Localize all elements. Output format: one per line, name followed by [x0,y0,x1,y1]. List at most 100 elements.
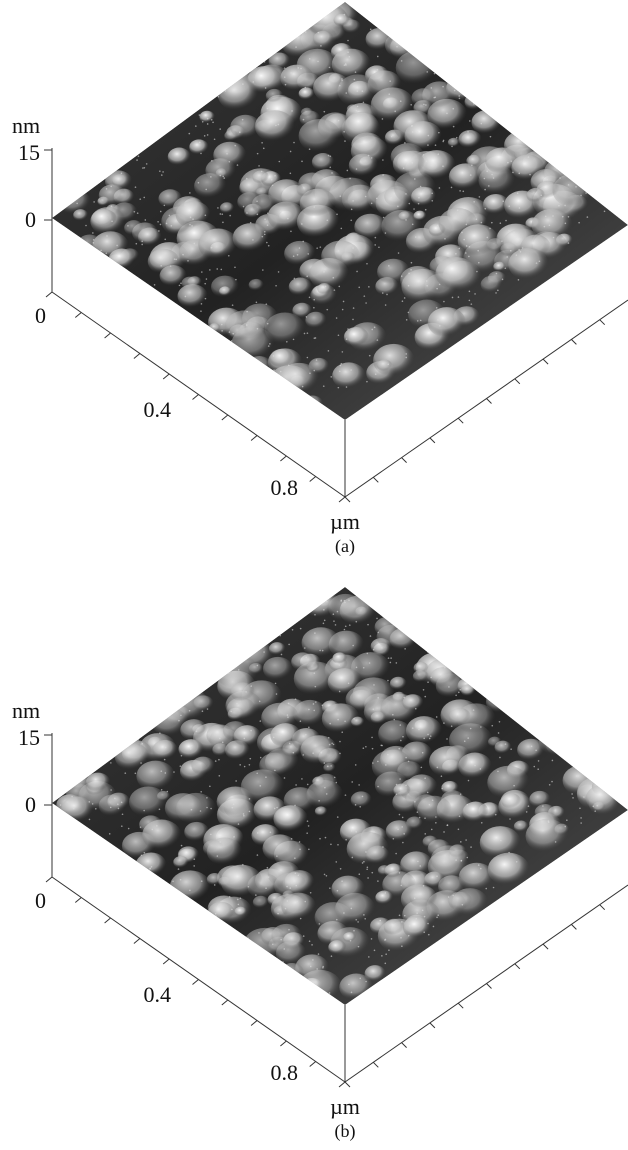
speckle [544,226,546,228]
speckle [424,777,426,779]
grain [176,793,216,825]
grain [280,963,304,983]
speckle [121,802,123,804]
speckle [322,650,324,652]
speckle [357,90,359,92]
speckle [338,334,340,336]
speckle [437,767,439,769]
speckle [502,279,504,281]
speckle [370,635,372,637]
speckle [376,198,378,200]
speckle [344,140,346,142]
speckle [437,225,439,227]
speckle [308,825,310,827]
speckle [284,76,286,78]
speckle [312,959,314,961]
speckle [575,186,577,188]
speckle [272,184,274,186]
speckle [549,784,551,786]
speckle [363,861,365,863]
speckle [528,805,530,807]
speckle [121,172,123,174]
speckle [331,955,333,957]
speckle [292,629,294,631]
speckle [473,201,475,203]
grain [317,283,332,295]
grain [321,241,360,272]
grain [404,121,441,151]
speckle [346,386,348,388]
speckle [565,223,567,225]
speckle [100,250,102,252]
grain [180,719,207,741]
speckle [311,944,313,946]
speckle [307,357,309,359]
speckle [452,895,454,897]
speckle [382,118,384,120]
grain [552,173,595,207]
speckle [352,200,354,202]
speckle [267,323,269,325]
grain [152,740,177,760]
speckle [229,896,231,898]
speckle [401,826,403,828]
speckle [408,312,410,314]
speckle [140,826,142,828]
speckle [201,880,203,882]
speckle [466,224,468,226]
speckle [261,142,263,144]
speckle [382,159,384,161]
grain [255,110,295,142]
speckle [471,164,473,166]
speckle [338,120,340,122]
speckle [603,777,605,779]
speckle [412,224,414,226]
speckle [402,817,404,819]
speckle [222,176,224,178]
speckle [408,761,410,763]
speckle [438,132,440,134]
grain [86,773,110,793]
grain [429,746,469,778]
speckle [328,737,330,739]
speckle [221,324,223,326]
speckle [295,885,297,887]
speckle [128,828,130,830]
speckle [546,147,548,149]
grain [377,360,392,372]
speckle [222,222,224,224]
speckle [232,807,234,809]
speckle [352,857,354,859]
speckle [500,840,502,842]
speckle [394,111,396,113]
grain [331,876,365,903]
speckle [458,296,460,298]
speckle [265,776,267,778]
speckle [428,934,430,936]
speckle [305,87,307,89]
grain [351,717,364,728]
speckle [396,784,398,786]
speckle [324,787,326,789]
speckle [446,738,448,740]
speckle [388,93,390,95]
speckle [323,111,325,113]
speckle [367,624,369,626]
speckle [337,719,339,721]
speckle [202,121,204,123]
grain [266,89,283,103]
speckle [199,323,201,325]
speckle [319,246,321,248]
speckle [264,218,266,220]
speckle [246,324,248,326]
speckle [326,793,328,795]
speckle [71,796,73,798]
speckle [596,805,598,807]
speckle [345,92,347,94]
speckle [165,747,167,749]
speckle [408,272,410,274]
grain [471,110,502,135]
speckle [369,662,371,664]
speckle [377,69,379,71]
speckle [363,914,365,916]
